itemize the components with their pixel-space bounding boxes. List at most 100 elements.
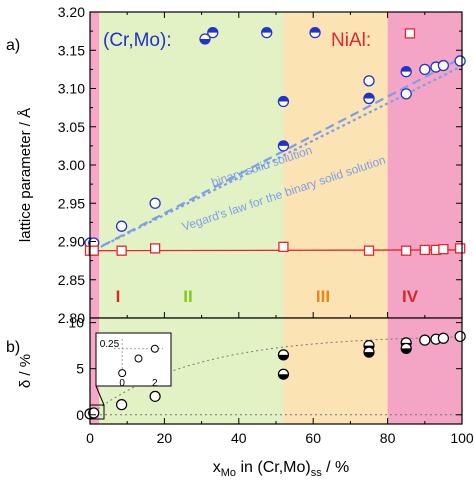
x-tick-label-b: 40 <box>231 430 247 446</box>
y-tick-label-b: 5 <box>76 361 84 377</box>
crmo-point-fill <box>278 96 289 102</box>
crmo-point <box>419 63 431 76</box>
crmo-point <box>277 95 290 108</box>
crmo-point-ring <box>400 88 412 100</box>
nial-point <box>401 245 412 256</box>
nial-point <box>404 28 416 39</box>
region-label-4: IV <box>402 287 419 306</box>
crmo-point-ring <box>454 55 466 67</box>
region-backgrounds <box>90 12 462 318</box>
legend-crmo-label: (Cr,Mo): <box>103 30 172 51</box>
crmo-point <box>363 92 375 105</box>
data-points <box>84 330 466 420</box>
x-label-mid: in (Cr,Mo) <box>236 459 311 476</box>
delta-point <box>116 399 128 411</box>
inset-point <box>134 354 143 363</box>
x-label-sub2: ss <box>311 467 323 479</box>
inset-plot: 0 20.25 <box>89 332 172 420</box>
delta-point <box>88 407 100 419</box>
delta-point-ring <box>88 407 100 419</box>
delta-point <box>277 368 290 380</box>
region-4 <box>387 12 462 318</box>
crmo-point-ring <box>115 220 128 232</box>
crmo-point-ring <box>437 59 450 72</box>
crmo-point-fill <box>401 66 412 72</box>
region-2 <box>99 12 284 318</box>
line-dotted <box>89 66 461 254</box>
crmo-point <box>454 55 466 67</box>
x-tick-label-b: 0 <box>86 430 94 446</box>
nial-point <box>363 245 375 256</box>
crmo-point-fill <box>364 93 374 99</box>
delta-point <box>419 334 431 346</box>
delta-point-fill <box>278 354 289 360</box>
delta-point-ring <box>454 330 466 343</box>
region-4 <box>387 318 462 424</box>
y-tick-label-a: 3.05 <box>58 119 85 135</box>
crmo-point-fill <box>278 140 289 146</box>
y-tick-label-a: 2.95 <box>58 195 85 211</box>
crmo-point <box>277 140 290 152</box>
y-tick-label-a: 2.85 <box>58 272 85 288</box>
x-axis-label: xMo in (Cr,Mo)ss / % <box>213 459 350 479</box>
y-tick-label-a: 3.00 <box>58 157 85 173</box>
y-tick-label-a: 3.15 <box>58 42 85 58</box>
nial-point <box>438 243 449 255</box>
region-label-2: II <box>183 287 192 306</box>
y-tick-label-a: 2.80 <box>58 310 85 326</box>
crmo-point <box>207 27 219 39</box>
inset-source-box <box>89 404 105 420</box>
x-tick-label-b: 60 <box>305 430 321 446</box>
delta-point-ring <box>116 399 128 411</box>
inset-x-tick-label: 2 <box>152 378 158 389</box>
x-tick-label-b: 100 <box>450 430 474 446</box>
legend: (Cr,Mo): NiAl: <box>103 30 371 51</box>
y-tick-label-a: 2.90 <box>58 234 85 250</box>
crmo-point-ring <box>419 63 431 76</box>
y-tick-label-a: 3.10 <box>58 81 85 97</box>
nial-point <box>278 241 289 253</box>
panel-a: 2.802.852.902.953.003.053.103.153.20 I II… <box>6 4 466 326</box>
delta-point <box>454 330 466 343</box>
nial-point <box>454 243 466 254</box>
region-labels: I II III IV <box>116 287 419 306</box>
delta-point-ring <box>149 390 161 402</box>
region-label-1: I <box>116 287 121 306</box>
crmo-point <box>115 220 128 232</box>
crmo-point <box>149 197 161 209</box>
region-1 <box>90 318 100 424</box>
inset-box <box>95 332 172 387</box>
data-points <box>84 27 466 256</box>
axis-ticks: 2.80 2.85 2.90 2.95 3.00 3.05 3.10 3.15 3.20 <box>58 4 463 326</box>
delta-point-ring <box>437 332 449 344</box>
panel-a-label: a) <box>6 37 20 54</box>
crmo-point-fill <box>310 27 321 33</box>
nial-point <box>88 245 99 256</box>
delta-point-fill <box>364 352 374 358</box>
crmo-point <box>363 75 375 87</box>
nial-point <box>149 243 161 254</box>
y-tick-label-b: 0 <box>76 407 84 423</box>
y-tick-label-a: 3.20 <box>58 4 85 20</box>
crmo-point-ring <box>363 75 375 87</box>
delta-point-ring <box>419 334 431 346</box>
legend-nial-label: NiAl: <box>331 30 371 51</box>
delta-point <box>437 332 449 344</box>
y-axis-label-b: δ / % <box>17 354 34 388</box>
inset-point <box>118 369 127 378</box>
x-label-end: / % <box>322 459 350 476</box>
crmo-point <box>261 27 273 39</box>
delta-point-fill <box>401 348 412 354</box>
delta-point-fill <box>278 374 289 380</box>
y-tick-label-b: 10 <box>68 315 84 331</box>
inset-y-tick-label: 0.25 <box>100 339 120 350</box>
region-label-3: III <box>316 287 330 306</box>
legend-crmo-marker-fill <box>200 39 210 44</box>
crmo-point-fill <box>261 27 272 33</box>
panel-b-label: b) <box>6 339 20 356</box>
delta-point <box>363 346 375 358</box>
crmo-point <box>437 59 450 72</box>
